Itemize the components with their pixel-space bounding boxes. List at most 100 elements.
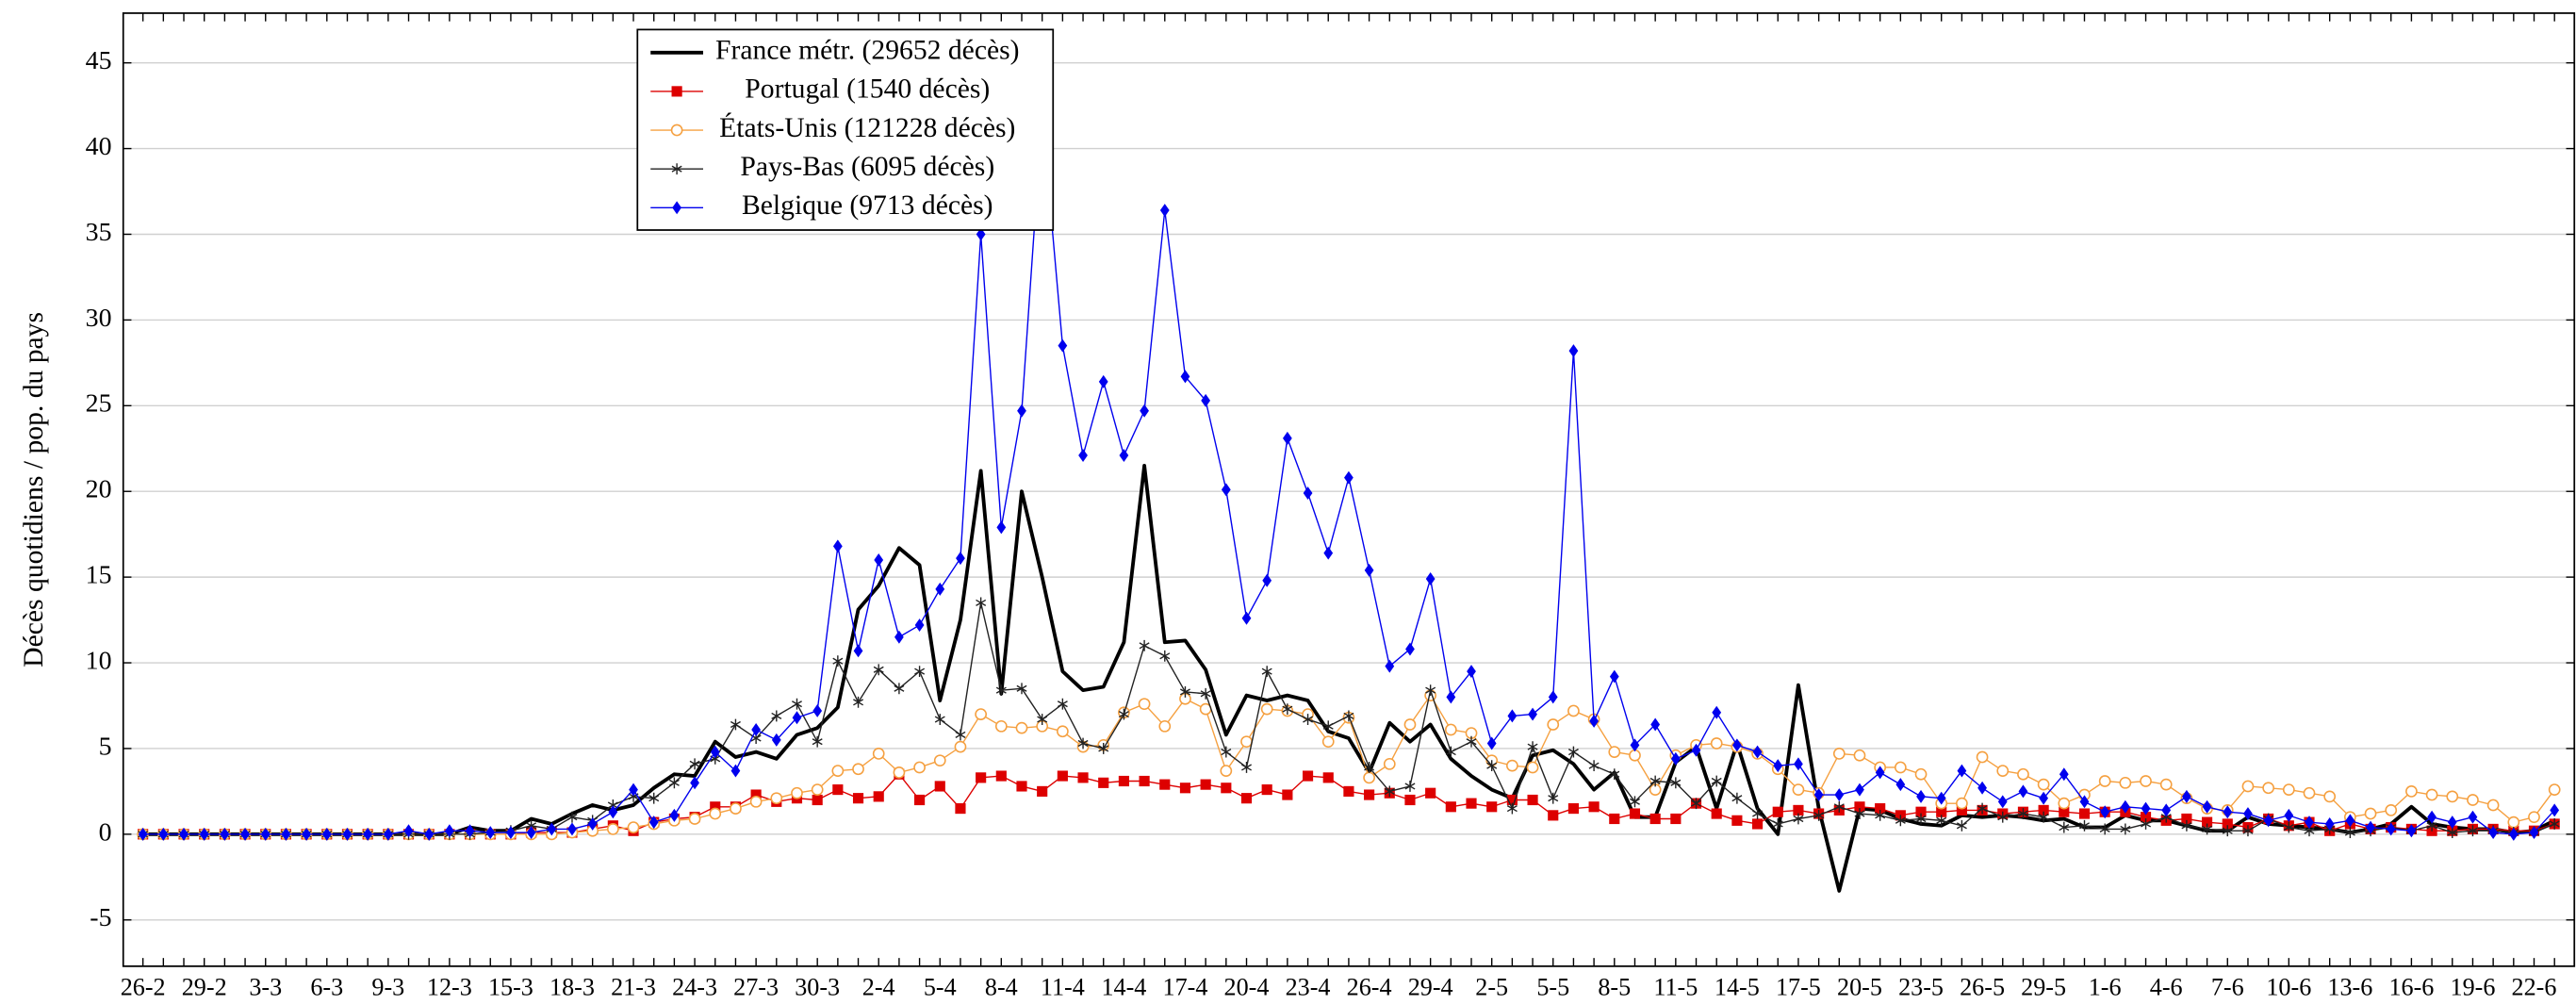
marker [913, 761, 926, 774]
marker [424, 827, 435, 841]
marker [1996, 765, 2010, 777]
marker [710, 801, 721, 813]
x-tick-label: 2-5 [1475, 973, 1508, 1000]
x-tick-label: 8-4 [985, 973, 1018, 1000]
marker [506, 826, 516, 840]
marker [1527, 794, 1538, 806]
marker [730, 718, 741, 731]
marker [1997, 795, 2008, 809]
marker [1159, 779, 1171, 790]
marker [1302, 770, 1314, 782]
marker [2344, 827, 2355, 838]
marker [955, 803, 966, 815]
marker [2548, 783, 2561, 796]
marker [2323, 790, 2337, 803]
marker [1321, 735, 1335, 749]
marker [2282, 783, 2295, 796]
marker [1220, 765, 1233, 777]
marker [2120, 799, 2130, 814]
marker [2529, 826, 2539, 840]
x-tick-label: 18-3 [550, 973, 595, 1000]
marker [933, 754, 946, 767]
marker [1078, 449, 1088, 463]
marker [874, 552, 884, 567]
marker [1649, 813, 1661, 825]
x-tick-label: 3-3 [249, 973, 282, 1000]
marker [1058, 338, 1068, 353]
marker [627, 821, 640, 833]
marker [792, 711, 802, 725]
marker [1914, 767, 1928, 781]
x-tick-label: 7-6 [2211, 973, 2244, 1000]
marker [2099, 823, 2110, 835]
marker [2508, 827, 2519, 841]
marker [2446, 790, 2459, 803]
marker [2241, 780, 2255, 793]
marker [240, 827, 250, 841]
marker [1977, 781, 1987, 795]
marker [1098, 374, 1108, 388]
marker [1221, 483, 1231, 497]
marker [1710, 737, 1723, 750]
marker [1936, 806, 1947, 817]
marker [1037, 785, 1048, 797]
y-axis-label: Décès quotidiens / pop. du pays [19, 312, 49, 667]
marker [1732, 738, 1742, 752]
marker [2486, 799, 2500, 812]
marker [1526, 761, 1539, 774]
marker [2140, 775, 2152, 787]
marker [1977, 802, 1988, 815]
marker [383, 827, 393, 841]
marker [566, 811, 578, 823]
marker [1383, 757, 1396, 770]
marker [2223, 805, 2233, 819]
x-tick-label: 26-2 [121, 973, 166, 1000]
marker [1404, 781, 1416, 792]
marker [1833, 800, 1845, 813]
marker [1629, 796, 1640, 808]
marker [709, 807, 722, 820]
marker [2017, 767, 2029, 781]
marker [1015, 721, 1028, 734]
marker [1629, 808, 1641, 819]
marker [914, 666, 926, 678]
marker [1138, 698, 1151, 711]
series-line [142, 464, 2556, 893]
marker [1425, 787, 1436, 799]
marker [648, 792, 660, 804]
marker [1179, 686, 1190, 698]
marker [403, 824, 414, 838]
marker [914, 794, 926, 806]
marker [2017, 808, 2028, 819]
marker [526, 826, 536, 840]
marker [2140, 812, 2152, 823]
marker [2467, 794, 2479, 806]
marker [1794, 757, 1803, 771]
marker [1322, 720, 1334, 733]
marker [2283, 821, 2294, 833]
marker [363, 827, 373, 841]
marker [2202, 799, 2212, 814]
marker [1303, 714, 1314, 725]
marker [2305, 816, 2314, 830]
legend-box [636, 28, 1055, 231]
marker [1303, 486, 1313, 501]
marker [2366, 820, 2375, 834]
marker [567, 822, 577, 836]
marker [321, 827, 332, 841]
marker [1098, 777, 1109, 788]
x-tick-label: 16-6 [2388, 973, 2434, 1000]
legend-label: États-Unis (121228 décès) [719, 112, 1015, 143]
marker [853, 696, 864, 708]
marker [2406, 824, 2417, 838]
marker [1118, 775, 1129, 787]
marker [1323, 546, 1334, 560]
marker [1711, 808, 1722, 819]
marker [1057, 698, 1068, 710]
marker [1854, 808, 1865, 819]
marker [547, 822, 557, 836]
marker [1486, 801, 1498, 813]
marker [1608, 746, 1621, 758]
marker [2284, 808, 2294, 822]
marker [690, 776, 699, 790]
